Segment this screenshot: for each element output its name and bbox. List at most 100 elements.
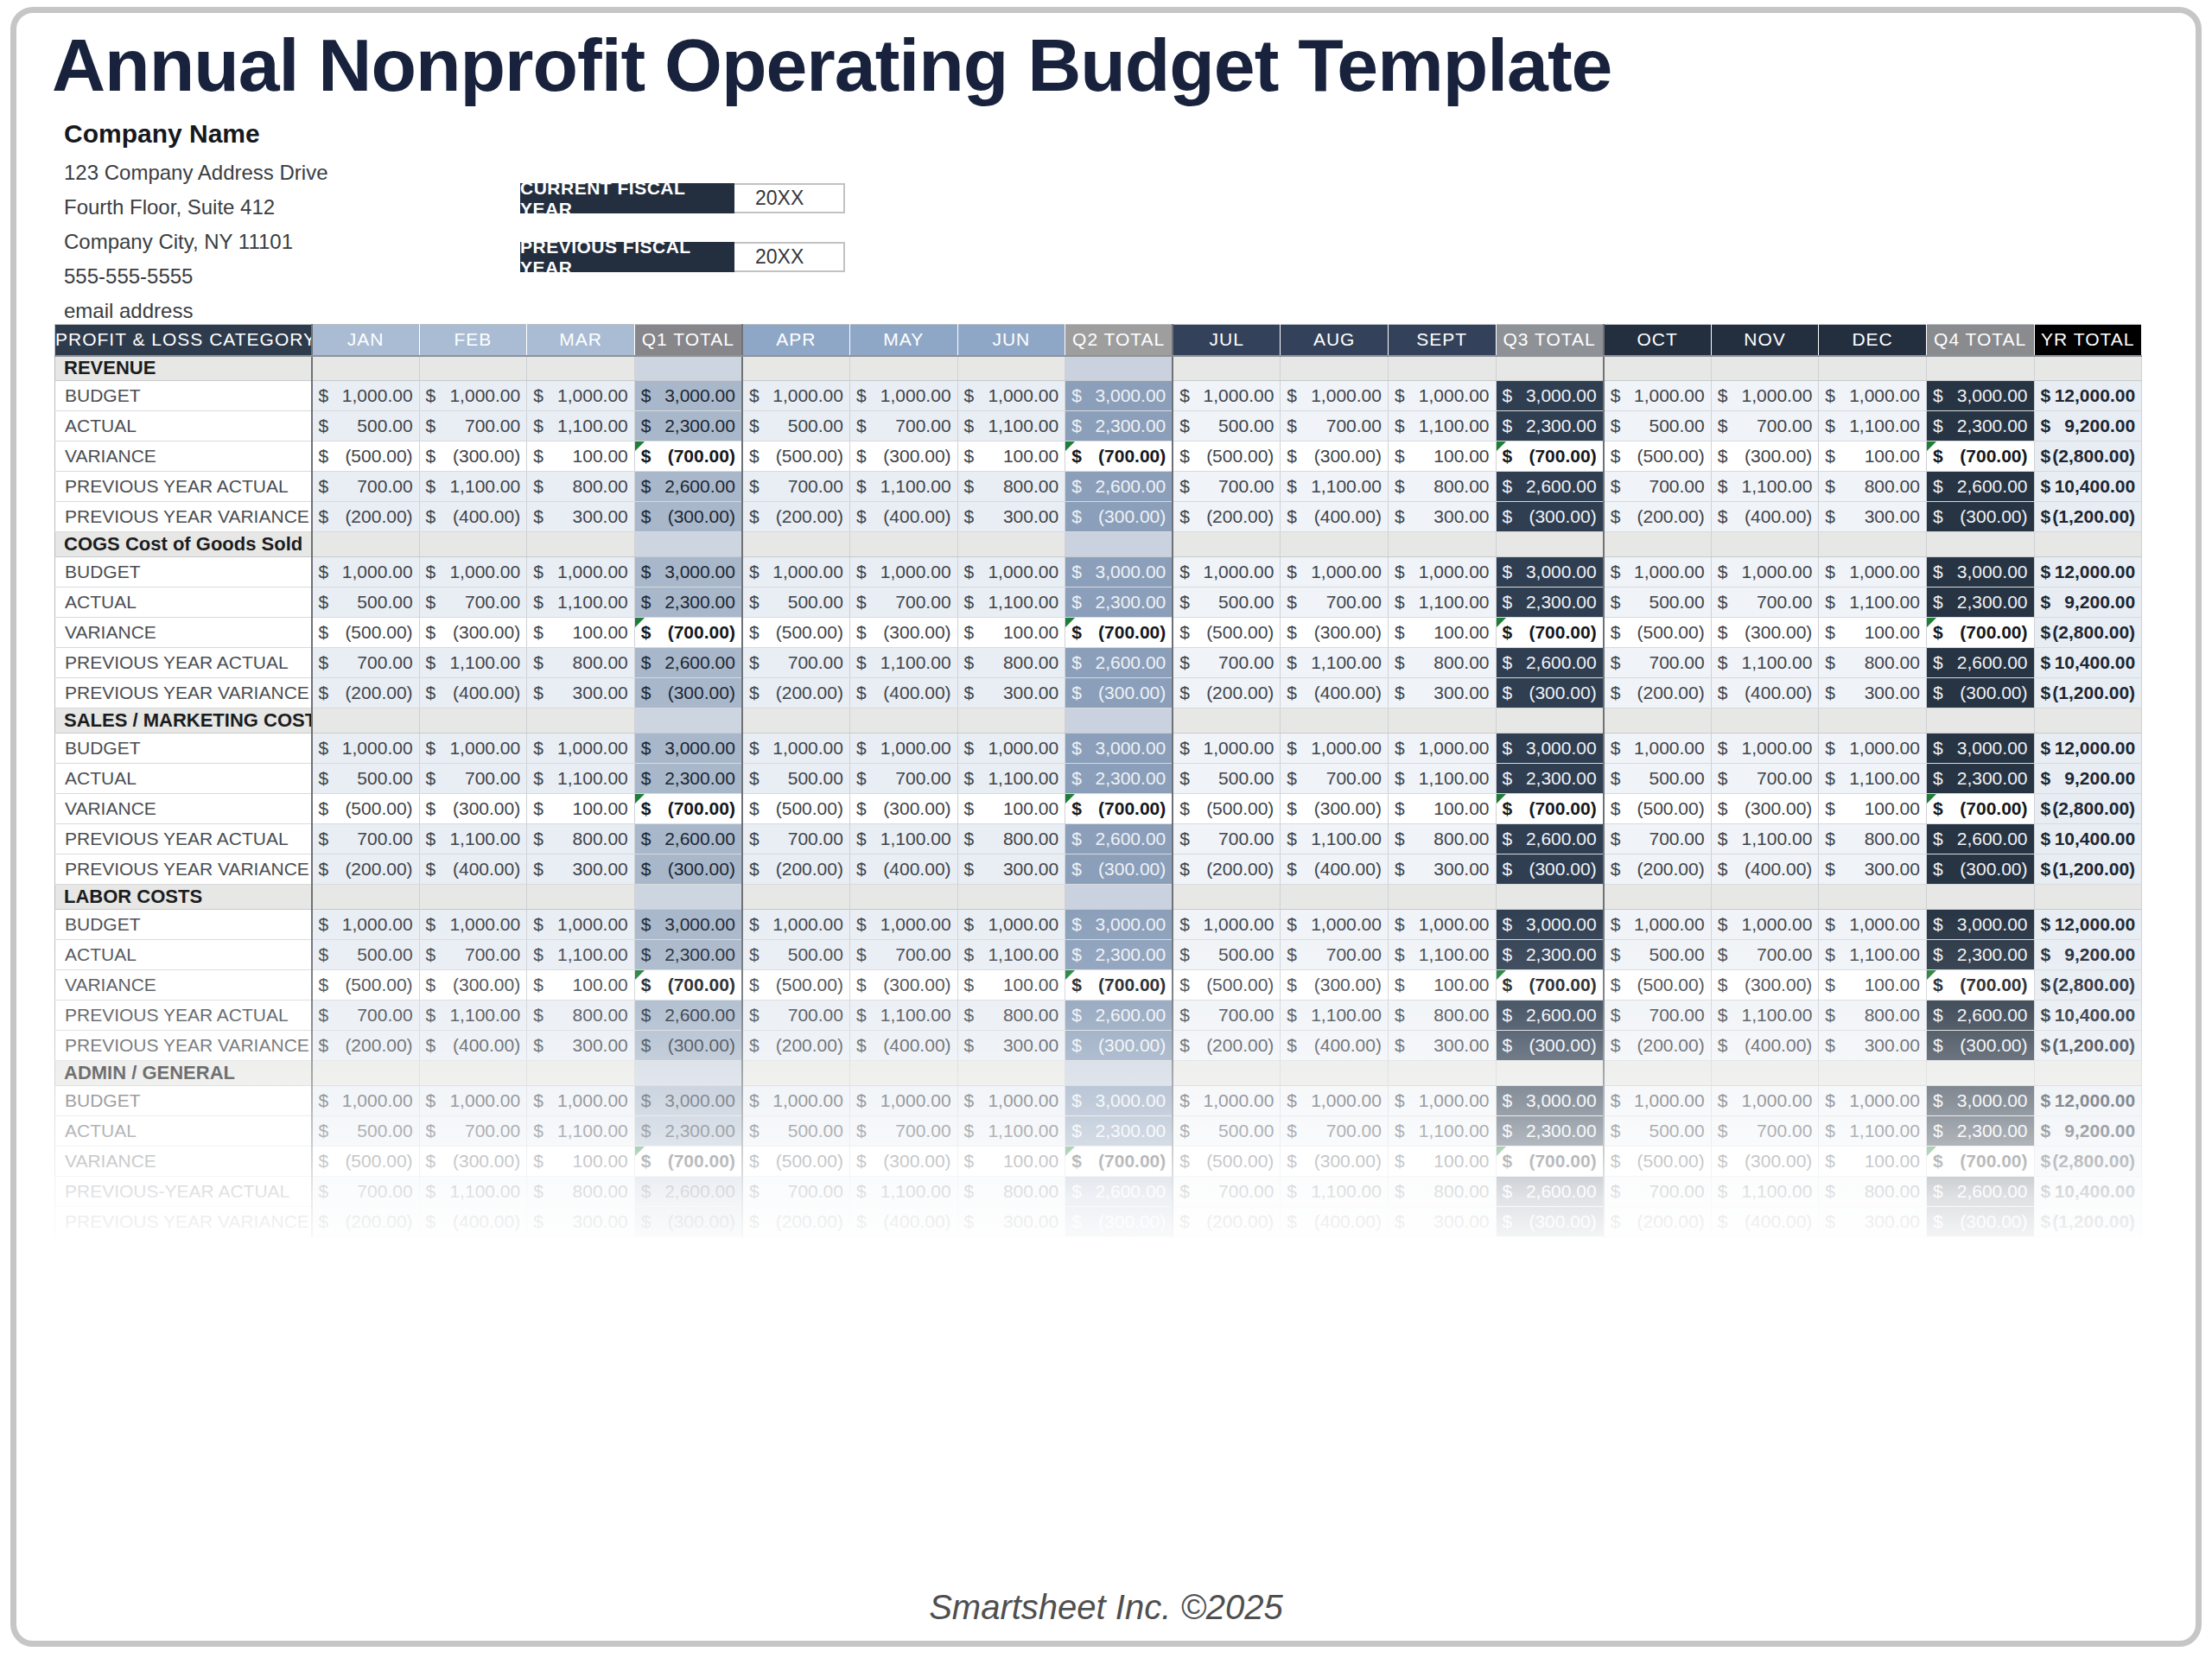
sales-marketing-costs-budget-q1-total[interactable]: $3,000.00 [634, 734, 742, 764]
revenue-previous-year-actual-sept[interactable]: $800.00 [1388, 472, 1496, 502]
revenue-budget-oct[interactable]: $1,000.00 [1604, 381, 1712, 411]
cogs-cost-of-goods-sold-actual-jul[interactable]: $500.00 [1173, 588, 1281, 618]
labor-costs-budget-oct[interactable]: $1,000.00 [1604, 910, 1712, 940]
revenue-actual-yr-total[interactable]: $9,200.00 [2034, 411, 2142, 441]
revenue-previous-year-variance-q1-total[interactable]: $(300.00) [634, 502, 742, 532]
admin-general-actual-q3-total[interactable]: $2,300.00 [1496, 1116, 1604, 1147]
admin-general-variance-nov[interactable]: $(300.00) [1711, 1147, 1819, 1177]
labor-costs-actual-dec[interactable]: $1,100.00 [1819, 940, 1927, 970]
labor-costs-variance-dec[interactable]: $100.00 [1819, 970, 1927, 1001]
cogs-cost-of-goods-sold-budget-feb[interactable]: $1,000.00 [419, 557, 527, 588]
labor-costs-variance-oct[interactable]: $(500.00) [1604, 970, 1712, 1001]
cogs-cost-of-goods-sold-previous-year-variance-yr-total[interactable]: $(1,200.00) [2034, 678, 2142, 708]
sales-marketing-costs-previous-year-variance-apr[interactable]: $(200.00) [742, 854, 850, 885]
sales-marketing-costs-budget-jun[interactable]: $1,000.00 [957, 734, 1065, 764]
labor-costs-previous-year-actual-q4-total[interactable]: $2,600.00 [1926, 1001, 2034, 1031]
labor-costs-variance-q3-total[interactable]: $(700.00) [1496, 970, 1604, 1001]
sales-marketing-costs-actual-yr-total[interactable]: $9,200.00 [2034, 764, 2142, 794]
revenue-actual-q3-total[interactable]: $2,300.00 [1496, 411, 1604, 441]
revenue-variance-q4-total[interactable]: $(700.00) [1926, 441, 2034, 472]
cogs-cost-of-goods-sold-variance-q2-total[interactable]: $(700.00) [1065, 618, 1173, 648]
admin-general-actual-feb[interactable]: $700.00 [419, 1116, 527, 1147]
revenue-variance-sept[interactable]: $100.00 [1388, 441, 1496, 472]
admin-general-variance-q4-total[interactable]: $(700.00) [1926, 1147, 2034, 1177]
revenue-budget-feb[interactable]: $1,000.00 [419, 381, 527, 411]
sales-marketing-costs-budget-apr[interactable]: $1,000.00 [742, 734, 850, 764]
admin-general-budget-q4-total[interactable]: $3,000.00 [1926, 1086, 2034, 1116]
revenue-budget-jun[interactable]: $1,000.00 [957, 381, 1065, 411]
cogs-cost-of-goods-sold-previous-year-actual-yr-total[interactable]: $10,400.00 [2034, 648, 2142, 678]
admin-general-previous-year-actual-may[interactable]: $1,100.00 [849, 1177, 957, 1207]
admin-general-previous-year-actual-nov[interactable]: $1,100.00 [1711, 1177, 1819, 1207]
cogs-cost-of-goods-sold-previous-year-actual-q3-total[interactable]: $2,600.00 [1496, 648, 1604, 678]
revenue-previous-year-variance-aug[interactable]: $(400.00) [1281, 502, 1389, 532]
revenue-variance-apr[interactable]: $(500.00) [742, 441, 850, 472]
sales-marketing-costs-actual-jun[interactable]: $1,100.00 [957, 764, 1065, 794]
cogs-cost-of-goods-sold-variance-sept[interactable]: $100.00 [1388, 618, 1496, 648]
admin-general-previous-year-variance-jan[interactable]: $(200.00) [312, 1207, 420, 1237]
revenue-previous-year-actual-q2-total[interactable]: $2,600.00 [1065, 472, 1173, 502]
admin-general-previous-year-actual-q3-total[interactable]: $2,600.00 [1496, 1177, 1604, 1207]
admin-general-budget-q3-total[interactable]: $3,000.00 [1496, 1086, 1604, 1116]
sales-marketing-costs-variance-feb[interactable]: $(300.00) [419, 794, 527, 824]
sales-marketing-costs-previous-year-variance-may[interactable]: $(400.00) [849, 854, 957, 885]
cogs-cost-of-goods-sold-variance-q3-total[interactable]: $(700.00) [1496, 618, 1604, 648]
admin-general-previous-year-actual-q1-total[interactable]: $2,600.00 [634, 1177, 742, 1207]
admin-general-previous-year-variance-yr-total[interactable]: $(1,200.00) [2034, 1207, 2142, 1237]
revenue-budget-q3-total[interactable]: $3,000.00 [1496, 381, 1604, 411]
cogs-cost-of-goods-sold-budget-q4-total[interactable]: $3,000.00 [1926, 557, 2034, 588]
labor-costs-budget-q2-total[interactable]: $3,000.00 [1065, 910, 1173, 940]
labor-costs-variance-mar[interactable]: $100.00 [527, 970, 635, 1001]
cogs-cost-of-goods-sold-actual-q2-total[interactable]: $2,300.00 [1065, 588, 1173, 618]
sales-marketing-costs-variance-nov[interactable]: $(300.00) [1711, 794, 1819, 824]
revenue-variance-mar[interactable]: $100.00 [527, 441, 635, 472]
revenue-variance-dec[interactable]: $100.00 [1819, 441, 1927, 472]
admin-general-previous-year-actual-sept[interactable]: $800.00 [1388, 1177, 1496, 1207]
sales-marketing-costs-actual-mar[interactable]: $1,100.00 [527, 764, 635, 794]
cogs-cost-of-goods-sold-previous-year-actual-aug[interactable]: $1,100.00 [1281, 648, 1389, 678]
cogs-cost-of-goods-sold-previous-year-actual-jun[interactable]: $800.00 [957, 648, 1065, 678]
admin-general-budget-mar[interactable]: $1,000.00 [527, 1086, 635, 1116]
sales-marketing-costs-actual-aug[interactable]: $700.00 [1281, 764, 1389, 794]
revenue-budget-jul[interactable]: $1,000.00 [1173, 381, 1281, 411]
revenue-previous-year-actual-jul[interactable]: $700.00 [1173, 472, 1281, 502]
labor-costs-variance-q4-total[interactable]: $(700.00) [1926, 970, 2034, 1001]
labor-costs-actual-q3-total[interactable]: $2,300.00 [1496, 940, 1604, 970]
cogs-cost-of-goods-sold-variance-oct[interactable]: $(500.00) [1604, 618, 1712, 648]
sales-marketing-costs-actual-jan[interactable]: $500.00 [312, 764, 420, 794]
revenue-actual-jan[interactable]: $500.00 [312, 411, 420, 441]
sales-marketing-costs-previous-year-variance-nov[interactable]: $(400.00) [1711, 854, 1819, 885]
cogs-cost-of-goods-sold-actual-nov[interactable]: $700.00 [1711, 588, 1819, 618]
labor-costs-actual-q2-total[interactable]: $2,300.00 [1065, 940, 1173, 970]
sales-marketing-costs-variance-aug[interactable]: $(300.00) [1281, 794, 1389, 824]
sales-marketing-costs-variance-may[interactable]: $(300.00) [849, 794, 957, 824]
admin-general-actual-jul[interactable]: $500.00 [1173, 1116, 1281, 1147]
sales-marketing-costs-previous-year-variance-jul[interactable]: $(200.00) [1173, 854, 1281, 885]
labor-costs-budget-jul[interactable]: $1,000.00 [1173, 910, 1281, 940]
sales-marketing-costs-budget-jul[interactable]: $1,000.00 [1173, 734, 1281, 764]
sales-marketing-costs-actual-q2-total[interactable]: $2,300.00 [1065, 764, 1173, 794]
admin-general-budget-aug[interactable]: $1,000.00 [1281, 1086, 1389, 1116]
labor-costs-variance-may[interactable]: $(300.00) [849, 970, 957, 1001]
labor-costs-previous-year-variance-jan[interactable]: $(200.00) [312, 1031, 420, 1061]
admin-general-previous-year-actual-apr[interactable]: $700.00 [742, 1177, 850, 1207]
revenue-variance-jul[interactable]: $(500.00) [1173, 441, 1281, 472]
cogs-cost-of-goods-sold-budget-q3-total[interactable]: $3,000.00 [1496, 557, 1604, 588]
cogs-cost-of-goods-sold-actual-q3-total[interactable]: $2,300.00 [1496, 588, 1604, 618]
labor-costs-actual-jun[interactable]: $1,100.00 [957, 940, 1065, 970]
sales-marketing-costs-budget-q4-total[interactable]: $3,000.00 [1926, 734, 2034, 764]
cogs-cost-of-goods-sold-budget-sept[interactable]: $1,000.00 [1388, 557, 1496, 588]
cogs-cost-of-goods-sold-previous-year-actual-oct[interactable]: $700.00 [1604, 648, 1712, 678]
cogs-cost-of-goods-sold-previous-year-variance-jan[interactable]: $(200.00) [312, 678, 420, 708]
sales-marketing-costs-budget-aug[interactable]: $1,000.00 [1281, 734, 1389, 764]
revenue-previous-year-actual-may[interactable]: $1,100.00 [849, 472, 957, 502]
revenue-previous-year-actual-q4-total[interactable]: $2,600.00 [1926, 472, 2034, 502]
labor-costs-previous-year-variance-q1-total[interactable]: $(300.00) [634, 1031, 742, 1061]
labor-costs-previous-year-variance-oct[interactable]: $(200.00) [1604, 1031, 1712, 1061]
sales-marketing-costs-actual-q4-total[interactable]: $2,300.00 [1926, 764, 2034, 794]
cogs-cost-of-goods-sold-variance-nov[interactable]: $(300.00) [1711, 618, 1819, 648]
sales-marketing-costs-previous-year-actual-sept[interactable]: $800.00 [1388, 824, 1496, 854]
sales-marketing-costs-actual-feb[interactable]: $700.00 [419, 764, 527, 794]
revenue-previous-year-variance-yr-total[interactable]: $(1,200.00) [2034, 502, 2142, 532]
admin-general-previous-year-variance-apr[interactable]: $(200.00) [742, 1207, 850, 1237]
